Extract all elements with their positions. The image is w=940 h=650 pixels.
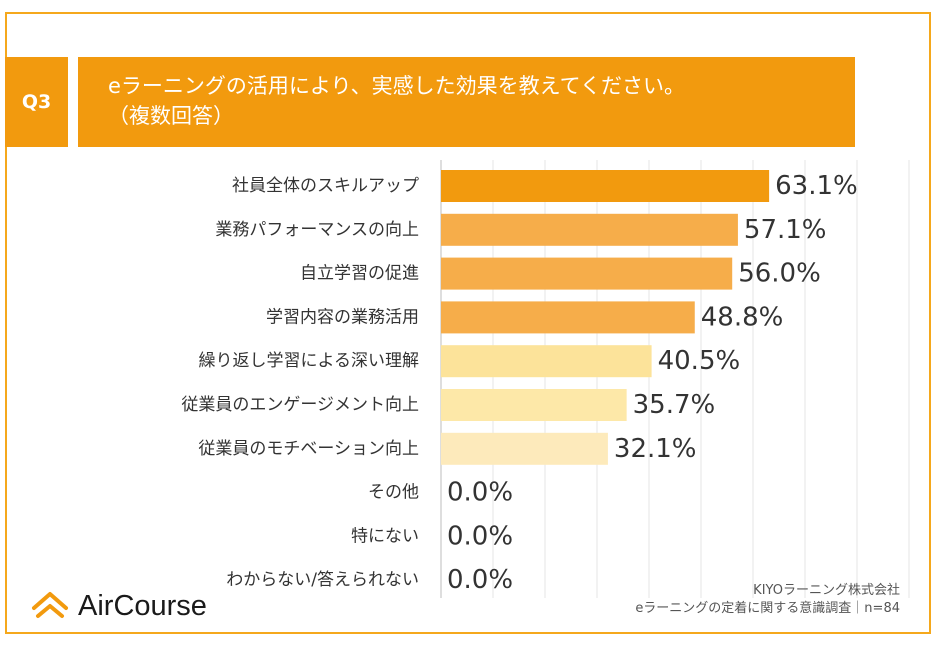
bar: [441, 432, 608, 465]
question-number: Q3: [5, 57, 68, 147]
labels: 社員全体のスキルアップ 63.1% 業務パフォーマンスの向上 57.1% 自立学習の促進…: [181, 171, 857, 595]
category-label: 従業員のエンゲージメント向上: [181, 395, 419, 415]
category-label: 自立学習の促進: [300, 264, 419, 284]
value-label: 63.1%: [775, 171, 858, 201]
value-label: 40.5%: [658, 346, 741, 376]
bar: [441, 301, 695, 334]
category-label: 繰り返し学習による深い理解: [199, 351, 420, 371]
aircourse-logo: AirCourse: [30, 588, 207, 624]
aircourse-logo-text: AirCourse: [78, 589, 207, 622]
value-label: 56.0%: [738, 259, 821, 289]
category-label: 従業員のモチベーション向上: [198, 439, 419, 459]
credits-survey: eラーニングの定着に関する意識調査｜n=84: [635, 601, 900, 616]
bar: [441, 389, 627, 421]
question-title: eラーニングの活用により、実感した効果を教えてください。: [108, 74, 685, 98]
aircourse-logo-icon: [32, 592, 68, 618]
category-label: 学習内容の業務活用: [266, 307, 419, 327]
chart-frame: [5, 12, 931, 634]
bar: [441, 345, 652, 378]
value-label: 0.0%: [447, 565, 513, 595]
bar: [441, 170, 770, 202]
value-label: 0.0%: [447, 521, 513, 551]
category-label: 業務パフォーマンスの向上: [215, 220, 419, 240]
category-label: その他: [368, 483, 419, 503]
value-label: 0.0%: [447, 478, 513, 508]
category-label: 社員全体のスキルアップ: [232, 176, 419, 196]
value-label: 35.7%: [633, 390, 716, 420]
question-subtitle: （複数回答）: [108, 104, 234, 128]
bars: [441, 170, 770, 465]
credits-company: KIYOラーニング株式会社: [753, 583, 900, 598]
value-label: 57.1%: [744, 215, 827, 245]
value-label: 32.1%: [614, 434, 697, 464]
value-label: 48.8%: [701, 302, 784, 332]
source-credits: KIYOラーニング株式会社 eラーニングの定着に関する意識調査｜n=84: [635, 582, 900, 618]
category-label: わからない/答えられない: [226, 570, 419, 590]
bar: [441, 257, 733, 290]
bar: [441, 213, 738, 246]
category-label: 特にない: [351, 526, 419, 546]
question-title-box: eラーニングの活用により、実感した効果を教えてください。 （複数回答）: [78, 57, 855, 147]
